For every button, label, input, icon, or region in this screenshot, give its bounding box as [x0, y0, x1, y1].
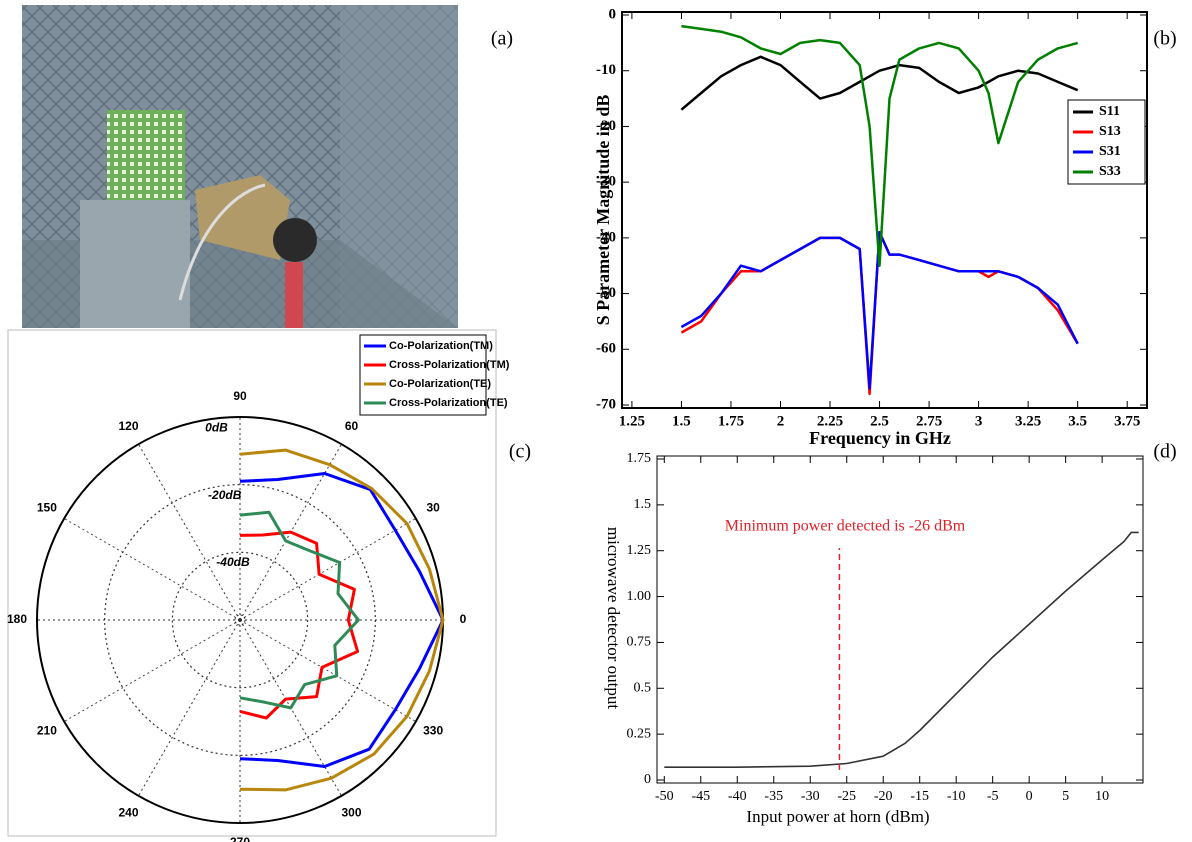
spoke — [138, 443, 241, 621]
y-tick-label: -50 — [596, 285, 616, 301]
angle-label: 0 — [460, 612, 467, 626]
x-tick-label: 10 — [1095, 789, 1109, 804]
ring-label: -20dB — [208, 488, 242, 502]
x-tick-label: 1.25 — [619, 413, 645, 429]
x-tick-label: 3.75 — [1114, 413, 1140, 429]
legend-label: Co-Polarization(TM) — [389, 340, 493, 352]
y-tick-label: 0 — [609, 6, 617, 22]
x-tick-label: -5 — [987, 789, 999, 804]
plot-frame — [621, 11, 1148, 409]
x-axis-label: Frequency in GHz — [809, 428, 951, 448]
y-tick-label: 0.25 — [627, 726, 652, 741]
x-tick-label: -15 — [910, 789, 929, 804]
angle-label: 150 — [37, 501, 57, 515]
polar-line — [239, 448, 445, 792]
ring — [104, 484, 376, 756]
legend-label: S31 — [1099, 144, 1121, 159]
data-line — [680, 231, 1079, 390]
x-tick-label: 3 — [975, 413, 983, 429]
angle-label: 60 — [345, 419, 359, 433]
polar-line — [239, 530, 360, 720]
y-tick-label: 1.75 — [627, 451, 652, 466]
y-tick-label: -60 — [596, 341, 616, 357]
x-tick-label: 1.75 — [718, 413, 744, 429]
x-tick-label: -40 — [728, 789, 747, 804]
angle-label: 120 — [118, 419, 138, 433]
x-tick-label: 2.5 — [870, 413, 889, 429]
y-tick-label: 0 — [644, 772, 651, 787]
x-tick-label: -30 — [801, 789, 820, 804]
data-line — [664, 531, 1139, 768]
x-tick-label: 3.25 — [1015, 413, 1041, 429]
angle-label: 240 — [118, 805, 138, 819]
y-tick-label: -30 — [596, 174, 616, 190]
panel-label: (b) — [1153, 28, 1176, 50]
spoke — [63, 619, 241, 722]
angle-label: 180 — [7, 612, 27, 626]
legend-label: S13 — [1099, 124, 1121, 139]
x-tick-label: 5 — [1062, 789, 1069, 804]
angle-label: 270 — [230, 835, 250, 842]
ring-label: 0dB — [205, 421, 228, 435]
ring — [171, 551, 309, 689]
spoke — [63, 518, 241, 621]
legend-box — [1067, 99, 1146, 185]
y-tick-label: 0.5 — [634, 681, 652, 696]
angle-label: 30 — [426, 501, 440, 515]
x-tick-label: -45 — [691, 789, 710, 804]
legend-label: Co-Polarization(TE) — [389, 378, 491, 390]
y-tick-label: -10 — [596, 62, 616, 78]
spoke — [138, 619, 241, 797]
photo — [22, 5, 458, 328]
x-axis-label: Input power at horn (dBm) — [746, 807, 929, 826]
angle-label: 300 — [341, 805, 361, 819]
y-tick-label: -40 — [596, 229, 616, 245]
x-tick-label: -10 — [947, 789, 966, 804]
y-tick-label: 1.25 — [627, 543, 652, 558]
spoke — [239, 619, 417, 722]
x-tick-label: -50 — [655, 789, 674, 804]
y-tick-label: 0.75 — [627, 635, 652, 650]
y-tick-label: -20 — [596, 118, 616, 134]
x-tick-label: -20 — [874, 789, 893, 804]
ring-label: -40dB — [216, 555, 250, 569]
y-tick-label: 1.00 — [627, 589, 652, 604]
plot-frame — [656, 455, 1144, 784]
annotation: Minimum power detected is -26 dBm — [725, 518, 966, 535]
x-tick-label: 2 — [777, 413, 785, 429]
legend-label: Cross-Polarization(TM) — [389, 359, 510, 371]
legend-label: Cross-Polarization(TE) — [389, 397, 508, 409]
data-line — [680, 55, 1079, 111]
x-tick-label: 2.75 — [916, 413, 942, 429]
data-line — [681, 24, 1079, 267]
y-tick-label: 1.5 — [634, 497, 652, 512]
y-axis-label: microwave detector output — [604, 527, 623, 709]
x-tick-label: -35 — [764, 789, 783, 804]
center-ring — [234, 614, 246, 626]
panel-label: (d) — [1153, 441, 1176, 463]
y-axis-label: S Parameter Magnitude in dB — [593, 95, 613, 326]
x-tick-label: -25 — [837, 789, 856, 804]
x-tick-label: 1.5 — [672, 413, 691, 429]
angle-label: 210 — [37, 724, 57, 738]
x-tick-label: 2.25 — [817, 413, 843, 429]
x-tick-label: 3.5 — [1068, 413, 1087, 429]
panel-label: (c) — [509, 441, 531, 463]
legend-label: S11 — [1099, 104, 1120, 119]
panel-frame — [7, 329, 497, 837]
spoke — [239, 518, 417, 621]
panel-label: (a) — [491, 28, 513, 50]
angle-label: 90 — [233, 389, 247, 403]
y-tick-label: -70 — [596, 396, 616, 412]
legend-label: S33 — [1099, 164, 1121, 179]
angle-label: 330 — [423, 724, 443, 738]
x-tick-label: 0 — [1026, 789, 1033, 804]
polar-line — [239, 510, 360, 710]
